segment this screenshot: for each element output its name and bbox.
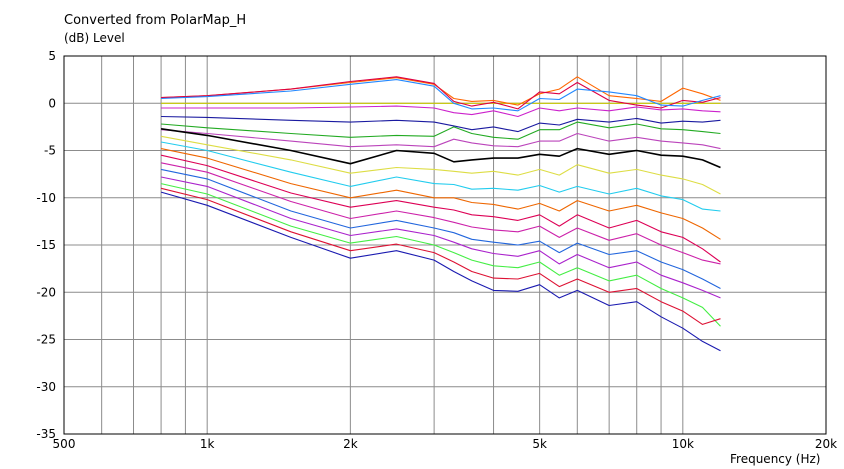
y-tick-label: -20 [36,285,56,299]
y-tick-label: -10 [36,191,56,205]
series-line-15 [160,168,721,289]
series-layer [160,76,721,352]
series-line-8 [161,129,721,150]
series-line-4 [161,79,721,112]
x-tick-label: 500 [53,437,76,451]
x-axis-label: Frequency (Hz) [730,452,821,466]
series-line-3 [161,76,721,110]
x-tick-label: 20k [815,437,837,451]
series-line-13 [160,154,721,263]
chart-title: Converted from PolarMap_H [64,13,247,28]
y-tick-label: 5 [48,49,56,63]
series-line-10 [161,135,721,195]
y-tick-label: -15 [36,238,56,252]
x-tick-label: 5k [532,437,547,451]
y-tick-label: -5 [44,144,56,158]
y-tick-label: -35 [36,427,56,441]
grid [64,56,826,434]
series-line-6 [161,115,721,133]
series-line-7 [161,121,721,140]
x-tick-label: 2k [343,437,358,451]
series-line-12 [160,148,721,240]
series-line-16 [160,176,721,299]
series-line-18 [160,187,721,325]
series-line-9 [160,128,721,169]
plot-border [63,55,827,435]
series-line-11 [161,141,721,212]
x-tick-label: 1k [200,437,215,451]
x-tick-label: 10k [672,437,694,451]
y-tick-label: 0 [48,96,56,110]
series-line-19 [160,191,721,352]
series-line-2 [161,76,721,106]
series-line-5 [161,105,721,118]
y-axis-label: (dB) Level [64,31,125,45]
y-tick-label: -30 [36,380,56,394]
series-line-17 [160,183,721,327]
y-tick-label: -25 [36,333,56,347]
series-line-14 [160,162,721,265]
